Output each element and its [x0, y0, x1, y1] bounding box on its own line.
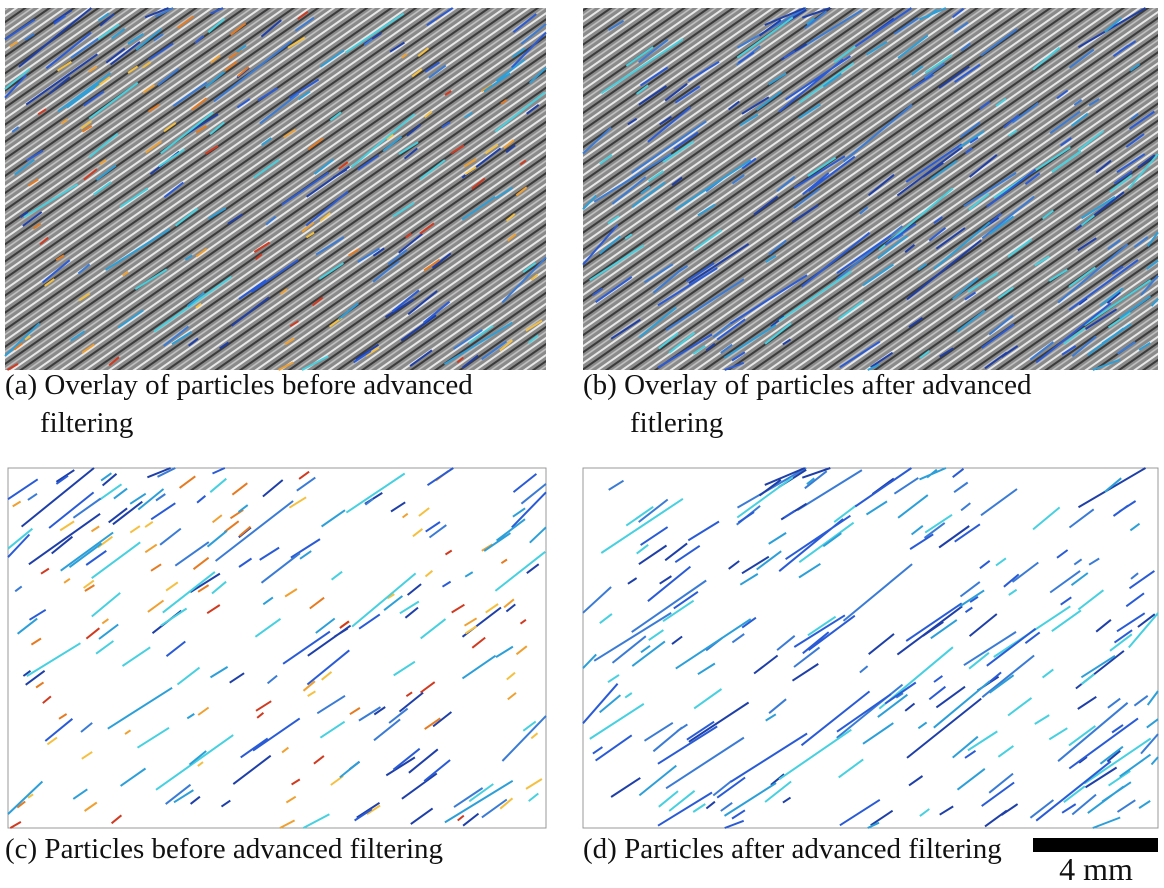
caption: filtering — [40, 407, 133, 439]
scale-bar — [1033, 838, 1158, 852]
figure: (a) Overlay of particles before advanced… — [0, 0, 1164, 888]
caption: (c) Particles before advanced filtering — [5, 833, 443, 865]
caption: (a) Overlay of particles before advanced — [5, 369, 473, 401]
page: (a) Overlay of particles before advanced… — [0, 0, 1164, 888]
scale-bar-label: 4 mm — [1059, 851, 1133, 887]
caption: fitlering — [630, 407, 723, 439]
plot-d — [583, 468, 1158, 828]
caption: (d) Particles after advanced filtering — [583, 833, 1002, 865]
caption: (b) Overlay of particles after advanced — [583, 369, 1032, 401]
image-b — [583, 8, 1158, 370]
